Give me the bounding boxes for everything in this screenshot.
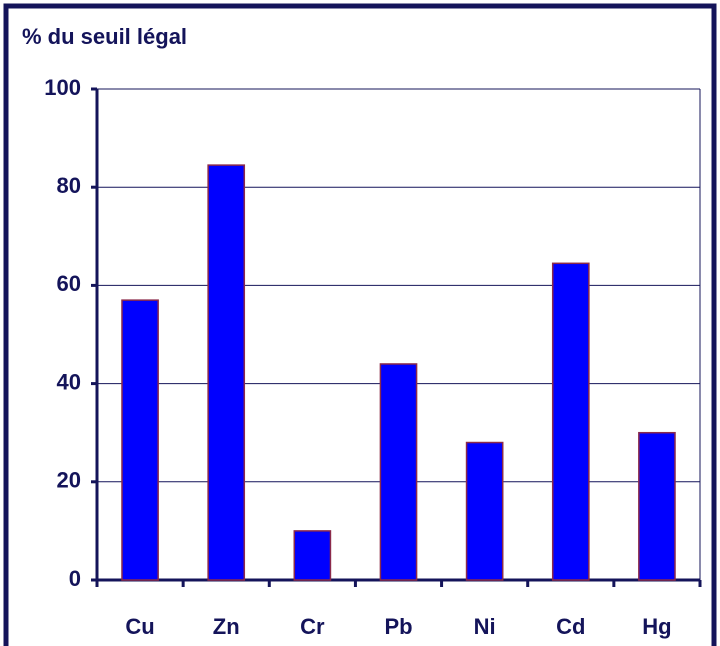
y-tick-label: 100 <box>44 75 81 100</box>
x-tick-label: Zn <box>213 614 240 639</box>
bar <box>207 164 246 581</box>
bar <box>551 262 590 581</box>
bar <box>379 363 418 581</box>
x-tick-label: Pb <box>384 614 412 639</box>
frame <box>3 3 717 646</box>
x-tick-label: Cr <box>300 614 325 639</box>
y-tick-label: 60 <box>57 271 81 296</box>
x-tick-label: Cu <box>125 614 154 639</box>
x-tick-label: Cd <box>556 614 585 639</box>
x-tick-label: Ni <box>474 614 496 639</box>
bar <box>121 299 159 581</box>
y-tick-label: 40 <box>57 369 81 394</box>
bar <box>465 441 504 581</box>
y-tick-label: 80 <box>57 173 81 198</box>
y-tick-label: 0 <box>69 566 81 591</box>
bar <box>638 431 676 581</box>
x-tick-label: Hg <box>642 614 671 639</box>
y-axis-label: % du seuil légal <box>22 24 187 49</box>
bar <box>293 530 332 581</box>
y-tick-label: 20 <box>57 468 81 493</box>
